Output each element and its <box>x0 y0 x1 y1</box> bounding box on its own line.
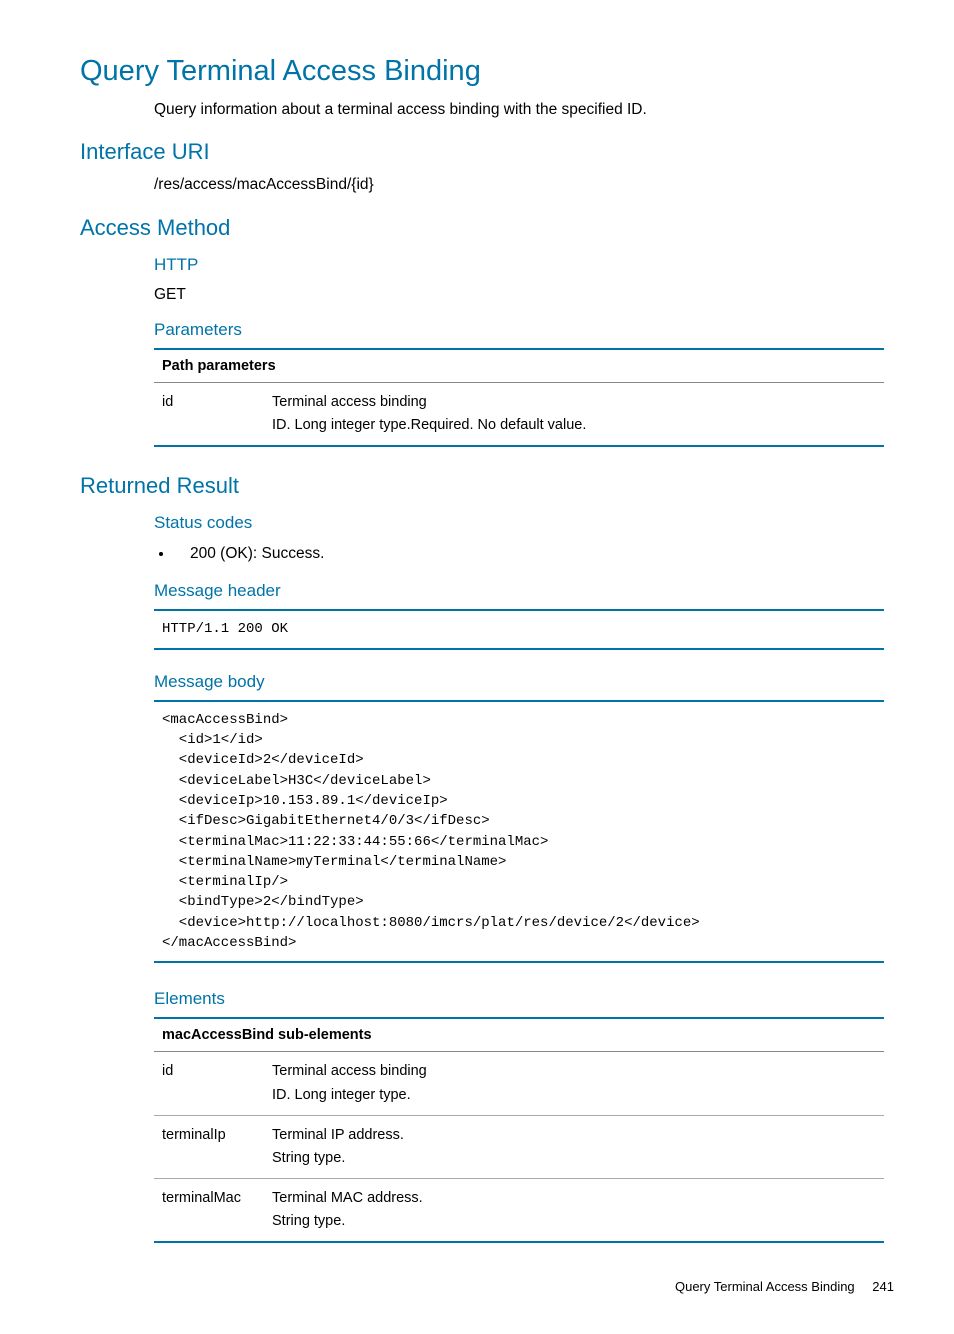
list-item: 200 (OK): Success. <box>174 541 884 567</box>
interface-uri-value: /res/access/macAccessBind/{id} <box>154 173 884 196</box>
path-params-table: Path parameters id Terminal access bindi… <box>154 348 884 447</box>
http-heading: HTTP <box>154 255 884 275</box>
element-desc-line2: String type. <box>272 1213 345 1229</box>
element-desc: Terminal MAC address. String type. <box>264 1179 884 1243</box>
table-header-row: macAccessBind sub-elements <box>154 1018 884 1052</box>
param-desc: Terminal access binding ID. Long integer… <box>264 382 884 446</box>
message-header-heading: Message header <box>154 581 884 601</box>
elements-table: macAccessBind sub-elements id Terminal a… <box>154 1017 884 1243</box>
param-desc-line1: Terminal access binding <box>272 394 427 410</box>
page-footer: Query Terminal Access Binding 241 <box>80 1279 894 1294</box>
element-desc-line2: String type. <box>272 1150 345 1166</box>
footer-text: Query Terminal Access Binding <box>675 1279 855 1294</box>
status-codes-list: 200 (OK): Success. <box>174 541 884 567</box>
message-body-heading: Message body <box>154 672 884 692</box>
section-returned-result: Returned Result <box>80 473 884 499</box>
element-desc: Terminal IP address. String type. <box>264 1115 884 1178</box>
param-name: id <box>154 382 264 446</box>
element-desc-line1: Terminal access binding <box>272 1063 427 1079</box>
status-codes-heading: Status codes <box>154 513 884 533</box>
section-access-method: Access Method <box>80 215 884 241</box>
path-params-header: Path parameters <box>154 349 884 383</box>
element-desc: Terminal access binding ID. Long integer… <box>264 1052 884 1115</box>
element-name: terminalMac <box>154 1179 264 1243</box>
table-row: id Terminal access binding ID. Long inte… <box>154 382 884 446</box>
table-row: terminalMac Terminal MAC address. String… <box>154 1179 884 1243</box>
elements-heading: Elements <box>154 989 884 1009</box>
parameters-heading: Parameters <box>154 320 884 340</box>
page-description: Query information about a terminal acces… <box>154 98 884 121</box>
table-row: id Terminal access binding ID. Long inte… <box>154 1052 884 1115</box>
element-desc-line1: Terminal IP address. <box>272 1127 404 1143</box>
page-title: Query Terminal Access Binding <box>80 55 884 88</box>
param-desc-line2: ID. Long integer type.Required. No defau… <box>272 417 586 433</box>
message-header-code: HTTP/1.1 200 OK <box>154 609 884 649</box>
element-desc-line2: ID. Long integer type. <box>272 1087 411 1103</box>
section-interface-uri: Interface URI <box>80 139 884 165</box>
table-header-row: Path parameters <box>154 349 884 383</box>
message-body-code: <macAccessBind> <id>1</id> <deviceId>2</… <box>154 700 884 964</box>
element-name: id <box>154 1052 264 1115</box>
table-row: terminalIp Terminal IP address. String t… <box>154 1115 884 1178</box>
element-desc-line1: Terminal MAC address. <box>272 1190 423 1206</box>
http-method-value: GET <box>154 283 884 306</box>
elements-table-header: macAccessBind sub-elements <box>154 1018 884 1052</box>
footer-page-number: 241 <box>872 1279 894 1294</box>
element-name: terminalIp <box>154 1115 264 1178</box>
